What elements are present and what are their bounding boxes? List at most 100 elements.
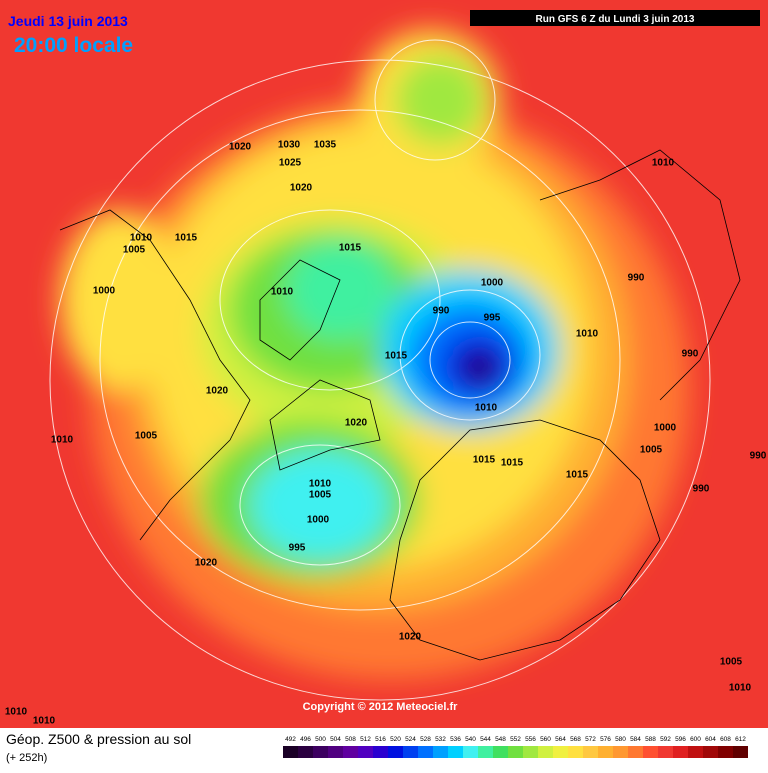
- isobar-label: 1010: [5, 707, 28, 718]
- isobar-label: 1010: [652, 158, 675, 169]
- scale-label: 492: [285, 736, 296, 743]
- scale-label: 508: [345, 736, 356, 743]
- scale-label: 604: [705, 736, 716, 743]
- isobar-label: 1020: [290, 183, 313, 194]
- isobar-label: 1000: [93, 286, 116, 297]
- scale-swatch: [433, 746, 448, 758]
- isobar-label: 1030: [278, 140, 301, 151]
- isobar-label: 1005: [720, 657, 743, 668]
- scale-label: 528: [420, 736, 431, 743]
- scale-swatch: [493, 746, 508, 758]
- scale-swatch: [373, 746, 388, 758]
- isobar-label: 995: [289, 543, 306, 554]
- scale-swatch: [358, 746, 373, 758]
- scale-swatch: [538, 746, 553, 758]
- isobar-label: 1020: [229, 142, 252, 153]
- isobar-label: 1010: [475, 403, 498, 414]
- scale-swatch: [403, 746, 418, 758]
- scale-label: 584: [630, 736, 641, 743]
- scale-label: 564: [555, 736, 566, 743]
- scale-swatch: [658, 746, 673, 758]
- color-scale: 492 496 500 504 508 512 516 520 524 528 532 536 540 5…: [283, 736, 748, 758]
- scale-label: 588: [645, 736, 656, 743]
- scale-label: 580: [615, 736, 626, 743]
- isobar-label: 1005: [123, 245, 146, 256]
- scale-label: 552: [510, 736, 521, 743]
- run-box: [470, 10, 760, 26]
- isobar-label: 1020: [345, 418, 368, 429]
- isobar-label: 990: [628, 273, 645, 284]
- isobar-label: 990: [693, 484, 710, 495]
- scale-swatch: [718, 746, 733, 758]
- scale-swatch: [553, 746, 568, 758]
- isobar-label: 995: [484, 313, 501, 324]
- scale-swatch: [598, 746, 613, 758]
- scale-label: 540: [465, 736, 476, 743]
- isobar-label: 1020: [195, 558, 218, 569]
- scale-swatch: [313, 746, 328, 758]
- scale-swatch: [673, 746, 688, 758]
- scale-label: 512: [360, 736, 371, 743]
- isobar-label: 1015: [473, 455, 496, 466]
- scale-label: 600: [690, 736, 701, 743]
- isobar-label: 1010: [309, 479, 332, 490]
- scale-swatch: [448, 746, 463, 758]
- scale-swatch: [388, 746, 403, 758]
- scale-swatch: [643, 746, 658, 758]
- scale-label: 500: [315, 736, 326, 743]
- scale-swatch: [733, 746, 748, 758]
- time-label: 20:00 locale: [14, 34, 133, 57]
- map-field: [0, 0, 768, 728]
- scale-label: 592: [660, 736, 671, 743]
- isobar-labels: 1020 1030 1035 1025 1020 1010 1015 1005 1015 1000…: [5, 140, 767, 727]
- run-label: Run GFS 6 Z du Lundi 3 juin 2013: [536, 14, 695, 25]
- scale-swatch: [283, 746, 298, 758]
- scale-label: 544: [480, 736, 491, 743]
- date-label: Jeudi 13 juin 2013: [8, 13, 128, 29]
- isobar-label: 1025: [279, 158, 302, 169]
- scale-label: 568: [570, 736, 581, 743]
- isobar-label: 1010: [51, 435, 74, 446]
- legend-lead: (+ 252h): [6, 752, 47, 764]
- isobar-label: 1020: [206, 386, 229, 397]
- scale-swatch: [703, 746, 718, 758]
- scale-label: 572: [585, 736, 596, 743]
- isobar-label: 990: [433, 306, 450, 317]
- isobar-label: 1005: [135, 431, 158, 442]
- scale-label: 560: [540, 736, 551, 743]
- scale-swatch: [418, 746, 433, 758]
- scale-label: 536: [450, 736, 461, 743]
- scale-swatch: [298, 746, 313, 758]
- scale-swatch: [613, 746, 628, 758]
- copyright: Copyright © 2012 Meteociel.fr: [303, 701, 459, 713]
- isobar-label: 1020: [399, 632, 422, 643]
- scale-swatch: [328, 746, 343, 758]
- scale-label: 612: [735, 736, 746, 743]
- scale-swatch: [343, 746, 358, 758]
- isobar-label: 990: [682, 349, 699, 360]
- isobar-label: 1010: [130, 233, 153, 244]
- scale-swatch: [478, 746, 493, 758]
- legend-title: Géop. Z500 & pression au sol: [6, 731, 191, 747]
- scale-swatch: [523, 746, 538, 758]
- scale-swatch: [508, 746, 523, 758]
- scale-label: 524: [405, 736, 416, 743]
- scale-label: 556: [525, 736, 536, 743]
- isobar-label: 1010: [729, 683, 752, 694]
- isobar-label: 1035: [314, 140, 337, 151]
- scale-label: 548: [495, 736, 506, 743]
- scale-label: 516: [375, 736, 386, 743]
- isobar-label: 1015: [501, 458, 524, 469]
- isobar-label: 1015: [385, 351, 408, 362]
- isobar-label: 1000: [481, 278, 504, 289]
- isobar-label: 1005: [640, 445, 663, 456]
- isobar-label: 1015: [175, 233, 198, 244]
- isobar-label: 1010: [33, 716, 56, 727]
- scale-label: 496: [300, 736, 311, 743]
- scale-swatch: [628, 746, 643, 758]
- scale-label: 596: [675, 736, 686, 743]
- scale-swatch: [688, 746, 703, 758]
- isobar-label: 990: [750, 451, 767, 462]
- scale-label: 520: [390, 736, 401, 743]
